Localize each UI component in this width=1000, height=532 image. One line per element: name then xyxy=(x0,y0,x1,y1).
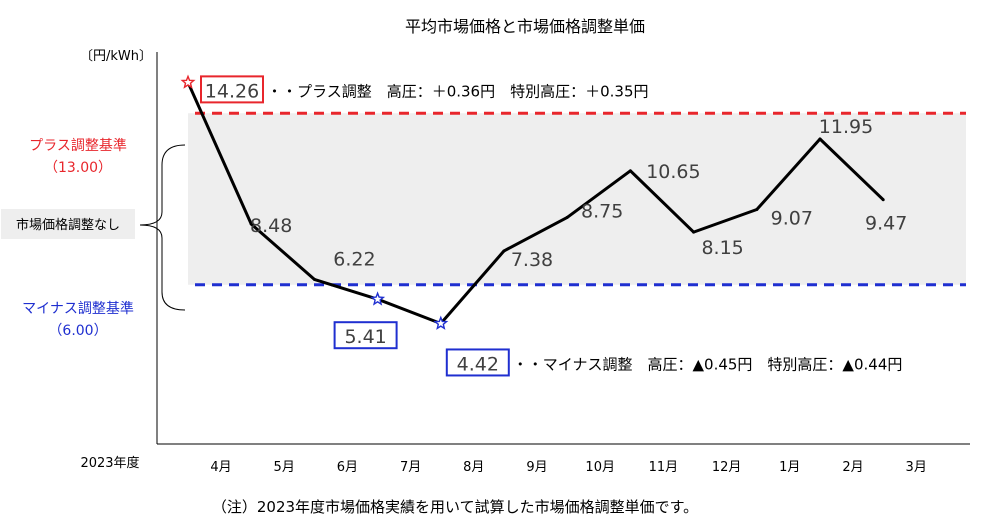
data-label: 11.95 xyxy=(819,116,873,138)
data-point xyxy=(249,222,253,226)
highlight-star-point xyxy=(370,291,386,306)
x-tick-label: 1月 xyxy=(779,460,800,475)
highlight-star-point xyxy=(180,74,196,89)
data-label: 9.07 xyxy=(771,208,813,230)
x-tick-label: 10月 xyxy=(585,460,615,475)
data-point xyxy=(502,249,506,253)
x-tick-label: 4月 xyxy=(210,460,231,475)
lower-threshold-label: マイナス調整基準 xyxy=(22,300,134,317)
upper-threshold-label: プラス調整基準 xyxy=(29,137,127,154)
adjustment-note: ・・プラス調整 高圧：＋0.36円 特別高圧：＋0.35円 xyxy=(267,82,649,100)
data-point xyxy=(565,215,569,219)
highlight-star-point xyxy=(433,315,449,330)
value-label-box xyxy=(333,321,398,350)
x-tick-label: 2月 xyxy=(842,460,863,475)
data-label: 4.42 xyxy=(457,353,499,375)
data-label: 7.38 xyxy=(511,249,553,271)
x-tick-label: 6月 xyxy=(337,460,358,475)
data-label: 8.15 xyxy=(701,237,743,259)
footnote: （注）2023年度市場価格実績を用いて試算した市場価格調整単価です。 xyxy=(212,498,698,516)
value-label-box xyxy=(200,75,264,104)
x-tick-label: 12月 xyxy=(712,460,742,475)
data-point xyxy=(312,277,316,281)
band-label-box xyxy=(1,209,135,239)
data-label: 14.26 xyxy=(205,80,259,102)
data-point xyxy=(755,208,759,212)
upper-threshold-value: （13.00） xyxy=(44,160,112,176)
band-label: 市場価格調整なし xyxy=(16,217,120,233)
data-point xyxy=(692,230,696,234)
x-tick-label: 5月 xyxy=(274,460,295,475)
chart-title: 平均市場価格と市場価格調整単価 xyxy=(405,17,645,36)
y-axis-label: 〔円/kWh〕 xyxy=(80,49,152,64)
x-axis-year-label: 2023年度 xyxy=(80,455,139,471)
x-tick-label: 11月 xyxy=(649,460,679,475)
x-tick-label: 8月 xyxy=(463,460,484,475)
lower-threshold-value: （6.00） xyxy=(48,323,107,339)
x-tick-label: 9月 xyxy=(526,460,547,475)
data-label: 5.41 xyxy=(344,326,386,348)
series-line xyxy=(186,81,885,325)
x-tick-label: 3月 xyxy=(906,460,927,475)
no-adjust-band xyxy=(188,113,966,285)
data-label: 9.47 xyxy=(865,213,907,235)
data-label: 8.75 xyxy=(581,200,623,222)
data-point xyxy=(818,137,822,141)
data-label: 8.48 xyxy=(250,215,292,237)
x-tick-label: 7月 xyxy=(400,460,421,475)
data-label: 6.22 xyxy=(333,248,375,270)
adjustment-note: ・・マイナス調整 高圧：▲0.45円 特別高圧：▲0.44円 xyxy=(513,355,903,373)
data-point xyxy=(628,169,632,173)
value-label-box xyxy=(445,348,510,377)
band-brace xyxy=(139,144,186,311)
data-point xyxy=(881,198,885,202)
data-label: 10.65 xyxy=(646,161,700,183)
